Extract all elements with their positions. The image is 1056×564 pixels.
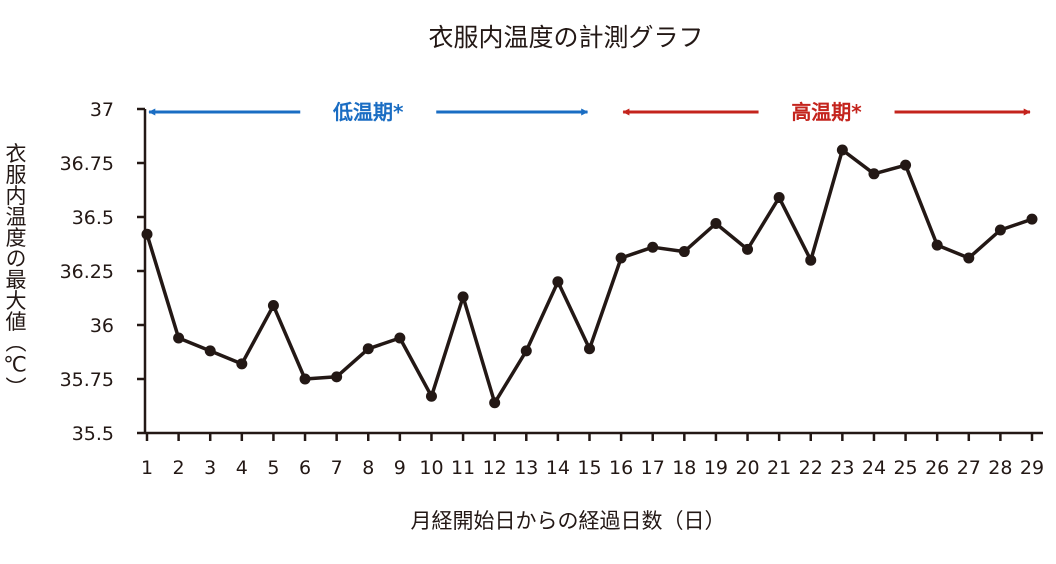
data-point — [425, 390, 437, 402]
y-axis-title: 衣服内温度の最大値（℃） — [3, 143, 27, 398]
x-tick-label: 24 — [862, 457, 886, 479]
y-tick-label: 36.5 — [72, 207, 114, 229]
data-point — [204, 345, 216, 357]
x-tick-label: 15 — [577, 457, 601, 479]
x-tick-label: 2 — [173, 457, 185, 479]
data-point — [394, 332, 406, 344]
data-point — [552, 276, 564, 288]
x-tick-label: 11 — [451, 457, 475, 479]
data-point — [615, 252, 627, 264]
period-label: 高温期* — [791, 100, 862, 124]
data-point — [710, 217, 722, 229]
data-point — [836, 144, 848, 156]
period-label: 低温期* — [332, 100, 404, 124]
x-tick-label: 25 — [893, 457, 917, 479]
data-point — [1026, 213, 1038, 225]
y-tick-label: 36.75 — [60, 153, 114, 175]
data-point — [742, 243, 754, 255]
x-tick-label: 28 — [988, 457, 1012, 479]
x-tick-label: 29 — [1020, 457, 1044, 479]
x-tick-label: 9 — [394, 457, 406, 479]
x-tick-label: 14 — [546, 457, 570, 479]
data-point — [678, 246, 690, 258]
series-line — [145, 148, 1033, 405]
data-point — [267, 300, 279, 312]
x-tick-label: 26 — [925, 457, 949, 479]
y-tick-label: 35.5 — [72, 423, 114, 445]
y-tick-label: 36.25 — [60, 261, 114, 283]
x-tick-label: 3 — [204, 457, 216, 479]
x-tick-label: 18 — [672, 457, 696, 479]
y-tick-label: 36 — [90, 315, 114, 337]
x-tick-label: 6 — [299, 457, 311, 479]
x-tick-label: 7 — [331, 457, 343, 479]
x-axis-title: 月経開始日からの経過日数（日） — [411, 509, 726, 533]
data-point — [584, 343, 595, 355]
x-tick-label: 12 — [483, 457, 507, 479]
x-tick-label: 8 — [362, 457, 374, 479]
x-tick-label: 10 — [419, 457, 443, 479]
data-point — [362, 343, 374, 355]
x-tick-label: 20 — [735, 457, 759, 479]
series-layer — [141, 144, 1038, 409]
data-point — [773, 192, 785, 204]
x-tick-label: 19 — [704, 457, 728, 479]
data-point — [173, 332, 185, 344]
data-point — [457, 291, 469, 303]
data-point — [868, 168, 880, 180]
x-axis-ticks: 1 2 3 4 5 6 7 8 9 10 11 12 13 14 15 16 17 18 19 20 21 22 23 24 2… — [141, 433, 1044, 479]
y-tick-label: 37 — [90, 99, 114, 121]
data-point — [994, 224, 1006, 236]
data-point — [331, 371, 343, 383]
data-point — [931, 239, 943, 251]
x-tick-label: 4 — [236, 457, 248, 479]
x-tick-label: 22 — [799, 457, 823, 479]
data-point — [141, 228, 153, 240]
x-tick-label: 27 — [957, 457, 981, 479]
x-tick-label: 16 — [609, 457, 633, 479]
x-tick-label: 1 — [141, 457, 153, 479]
data-point — [236, 358, 248, 370]
data-point — [963, 252, 975, 264]
chart-title: 衣服内温度の計測グラフ — [428, 23, 703, 52]
x-tick-label: 21 — [767, 457, 791, 479]
data-point — [489, 397, 501, 409]
x-tick-label: 5 — [267, 457, 279, 479]
y-axis-ticks: 37 36.75 36.5 36.25 36 35.75 35.5 — [60, 99, 145, 445]
data-point — [900, 159, 912, 171]
x-tick-label: 17 — [641, 457, 665, 479]
y-tick-label: 35.75 — [60, 369, 114, 391]
data-point — [520, 345, 532, 357]
data-point — [647, 241, 659, 253]
period-annotations: 低温期* 高温期* — [148, 100, 1031, 124]
x-tick-label: 23 — [830, 457, 854, 479]
data-point — [805, 254, 817, 266]
data-point — [299, 373, 311, 385]
x-tick-label: 13 — [514, 457, 538, 479]
